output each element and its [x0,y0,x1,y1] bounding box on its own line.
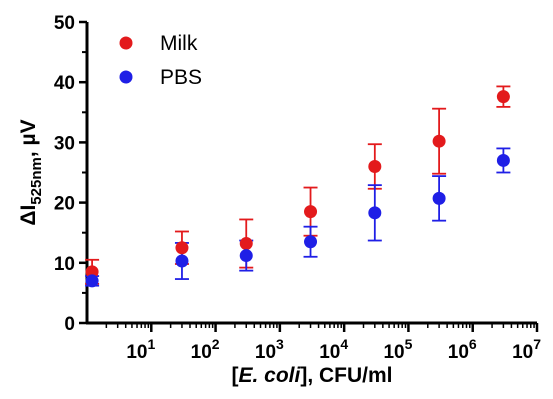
data-point-pbs [496,153,510,167]
data-point-milk [175,241,189,255]
x-tick-label: 102 [191,336,220,363]
x-tick-label: 101 [126,336,155,363]
data-point-pbs [304,235,318,249]
legend-label: PBS [160,66,202,89]
data-point-pbs [175,254,189,268]
x-tick-label: 105 [383,336,412,363]
data-point-milk [239,237,253,251]
legend: Milk PBS [119,32,202,89]
x-tick-label: 106 [448,336,477,363]
x-tick-label: 103 [255,336,284,363]
data-point-pbs [432,191,446,205]
y-tick-label: 30 [54,133,75,154]
data-point-pbs [368,206,382,220]
y-tick-label: 10 [54,254,75,275]
legend-marker [119,36,133,50]
y-tick-label: 50 [54,13,75,34]
legend-label: Milk [160,32,198,55]
data-point-pbs [85,274,99,288]
data-point-milk [496,90,510,104]
data-point-milk [368,159,382,173]
y-axis-title: ΔI525nm, µV [17,119,45,225]
data-marks [85,85,511,288]
legend-marker [119,70,133,84]
x-axis-title: [E. coli], CFU/ml [231,364,392,387]
data-point-pbs [239,249,253,263]
data-point-milk [85,265,99,279]
y-tick-label: 0 [64,314,75,335]
data-point-milk [432,134,446,148]
ticks: 0 10 20 30 40 50 101 102 103 104 105 106 107 [54,13,541,363]
y-tick-label: 20 [54,194,75,215]
axes [85,22,537,325]
x-tick-label: 104 [319,336,348,363]
x-tick-label: 107 [512,336,541,363]
y-tick-label: 40 [54,73,75,94]
data-point-milk [304,205,318,219]
axis-titles: [E. coli], CFU/ml ΔI525nm, µV [17,119,393,387]
